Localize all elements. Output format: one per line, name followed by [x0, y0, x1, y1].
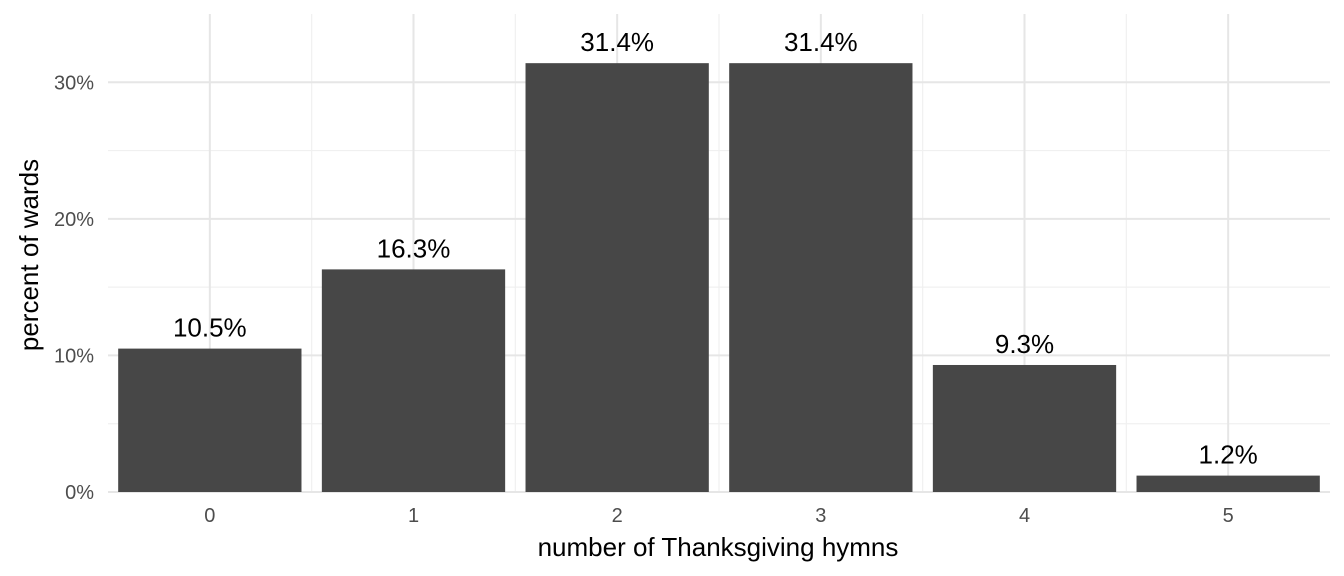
data-labels: 10.5% 16.3% 31.4% 31.4% 9.3% 1.2%	[173, 27, 1258, 469]
y-tick-label: 30%	[54, 72, 94, 94]
bar-value-label: 9.3%	[995, 329, 1054, 359]
x-axis-title: number of Thanksgiving hymns	[538, 532, 899, 562]
y-axis-title: percent of wards	[14, 159, 44, 351]
bar	[729, 63, 913, 493]
x-axis-ticks: 0 1 2 3 4 5	[204, 505, 1233, 527]
y-axis-ticks: 0% 10% 20% 30%	[54, 72, 94, 504]
bar	[525, 63, 709, 493]
bar-value-label: 16.3%	[377, 233, 451, 263]
x-tick-label: 0	[204, 505, 215, 527]
bar-value-label: 31.4%	[580, 27, 654, 57]
bar	[932, 364, 1117, 492]
bars	[118, 63, 1320, 493]
bar-value-label: 31.4%	[784, 27, 858, 57]
x-tick-label: 4	[1019, 505, 1030, 527]
y-tick-label: 10%	[54, 345, 94, 367]
x-tick-label: 5	[1223, 505, 1234, 527]
bar	[321, 269, 506, 492]
bar	[1136, 475, 1320, 492]
bar-value-label: 1.2%	[1199, 440, 1258, 470]
x-tick-label: 1	[408, 505, 419, 527]
y-tick-label: 20%	[54, 209, 94, 231]
y-tick-label: 0%	[65, 482, 94, 504]
x-tick-label: 2	[612, 505, 623, 527]
bar-value-label: 10.5%	[173, 313, 247, 343]
x-tick-label: 3	[815, 505, 826, 527]
bar	[118, 348, 302, 492]
